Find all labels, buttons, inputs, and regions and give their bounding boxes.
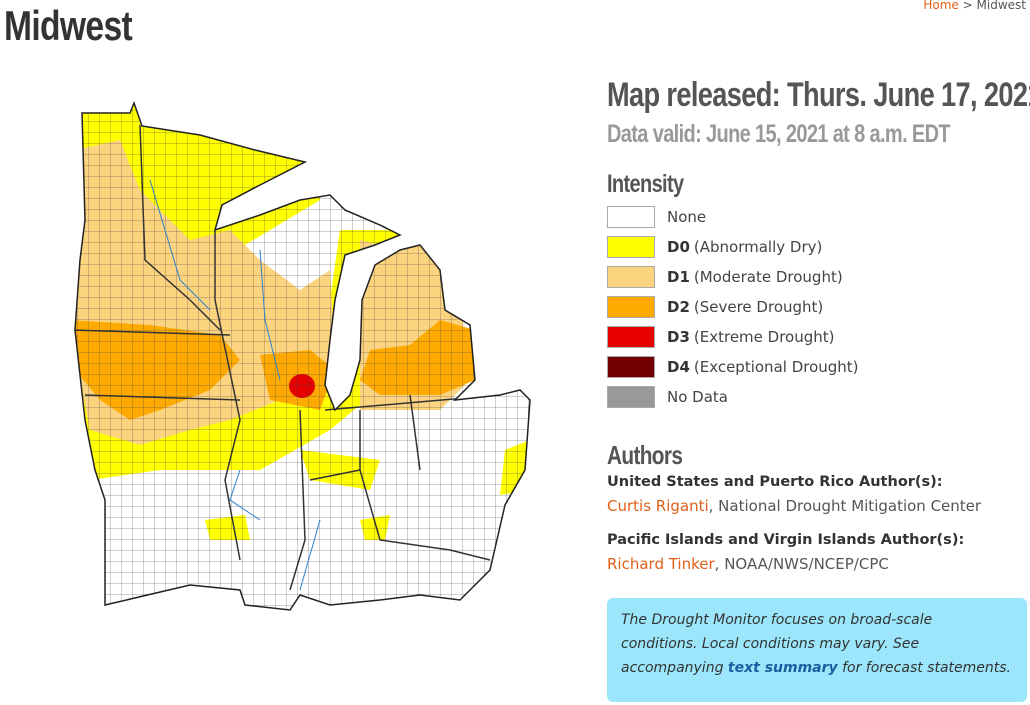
legend-label: (Abnormally Dry) [693,238,823,256]
legend-code: D2 [667,298,690,316]
drought-map [74,100,531,611]
legend-item: D4 (Exceptional Drought) [607,352,859,382]
legend-label: (Severe Drought) [693,298,824,316]
map-outline [74,100,531,611]
legend-swatch [607,206,655,228]
legend-swatch [607,386,655,408]
author-group-heading: United States and Puerto Rico Author(s): [607,474,943,490]
page-title: Midwest [4,2,133,49]
legend-item: D3 (Extreme Drought) [607,322,859,352]
home-link[interactable]: Home [923,0,959,12]
author-name[interactable]: Curtis Riganti [607,497,709,515]
legend-label: None [667,208,707,226]
authors: United States and Puerto Rico Author(s):… [607,474,981,590]
author-affiliation: , National Drought Mitigation Center [708,497,982,515]
breadcrumb: Home > Midwest [923,0,1026,12]
legend-code: D4 [667,358,690,376]
legend-swatch [607,266,655,288]
legend: None D0 (Abnormally Dry) D1 (Moderate Drough… [607,202,859,412]
author-name[interactable]: Richard Tinker [607,555,715,573]
legend-item: D2 (Severe Drought) [607,292,859,322]
note-text: The Drought Monitor focuses on broad-sca… [621,612,933,676]
legend-swatch [607,356,655,378]
author-affiliation: , NOAA/NWS/NCEP/CPC [714,555,889,573]
legend-label: (Moderate Drought) [693,268,843,286]
data-valid: Data valid: June 15, 2021 at 8 a.m. EDT [607,120,951,148]
legend-item: None [607,202,859,232]
legend-item: No Data [607,382,859,412]
text-summary-link[interactable]: text summary [727,660,838,676]
legend-item: D0 (Abnormally Dry) [607,232,859,262]
author-line: Curtis Riganti, National Drought Mitigat… [607,497,981,515]
note-text: for forecast statements. [837,660,1012,676]
legend-code: D3 [667,328,690,346]
legend-swatch [607,236,655,258]
map-released: Map released: Thurs. June 17, 2021 [607,76,1030,114]
legend-swatch [607,296,655,318]
legend-code: D1 [667,268,690,286]
map-land [75,103,530,610]
legend-swatch [607,326,655,348]
legend-item: D1 (Moderate Drought) [607,262,859,292]
legend-label: (Exceptional Drought) [693,358,859,376]
authors-title: Authors [607,440,683,470]
author-line: Richard Tinker, NOAA/NWS/NCEP/CPC [607,555,981,573]
breadcrumb-current: Midwest [976,0,1026,12]
breadcrumb-separator: > [962,0,973,12]
legend-label: No Data [667,388,728,406]
legend-title: Intensity [607,170,684,198]
note-box: The Drought Monitor focuses on broad-sca… [607,598,1027,702]
author-group-heading: Pacific Islands and Virgin Islands Autho… [607,532,965,548]
legend-label: (Extreme Drought) [693,328,835,346]
legend-code: D0 [667,238,690,256]
